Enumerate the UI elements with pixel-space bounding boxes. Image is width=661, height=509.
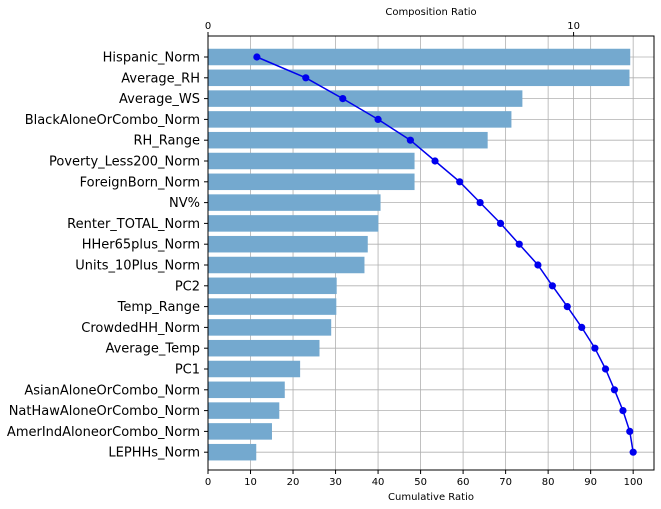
category-label: PC1 [175,363,200,378]
bar [208,194,381,211]
bar [208,131,488,149]
cumulative-point [515,240,523,248]
category-label: RH_Range [133,134,200,149]
bar [208,69,630,87]
bar [208,381,285,399]
bottom-tick-label: 20 [287,477,300,488]
category-label: HHer65plus_Norm [82,238,200,253]
cumulative-point [496,219,505,227]
bar [208,90,523,107]
bottom-tick-label: 90 [584,477,597,488]
cumulative-point [302,74,310,82]
cumulative-point [456,178,464,186]
category-label: BlackAloneOrCombo_Norm [25,113,200,128]
bottom-tick-label: 0 [205,477,211,488]
bar [208,256,365,274]
top-axis-title: Composition Ratio [385,7,476,18]
cumulative-point [591,344,599,352]
cumulative-point [374,115,382,123]
cumulative-line-series [253,53,637,456]
bar [208,339,320,357]
cumulative-point [563,303,571,311]
category-labels: Hispanic_Norm Average_RH Average_WS BlackAl… [7,51,208,461]
top-tick-label: 0 [205,21,211,32]
cumulative-point [253,53,261,61]
bottom-tick-label: 30 [329,477,342,488]
category-label: ForeignBorn_Norm [80,175,200,190]
cumulative-point [431,157,439,165]
bar [208,215,379,232]
bar [208,152,415,170]
category-label: LEPHHs_Norm [108,446,200,461]
category-label: Hispanic_Norm [103,51,200,66]
bar [208,402,280,419]
bar [208,360,301,378]
category-label: Renter_TOTAL_Norm [67,217,200,232]
bottom-tick-label: 60 [457,477,470,488]
bottom-tick-label: 10 [244,477,257,488]
cumulative-point [626,427,634,435]
bottom-tick-label: 80 [542,477,555,488]
cumulative-point [548,282,556,290]
cumulative-point [476,199,484,207]
category-label: Average_RH [121,71,200,86]
cumulative-point [406,136,414,144]
bottom-tick-label: 100 [624,477,643,488]
cumulative-point [578,323,586,331]
bar [208,277,337,295]
bar [208,319,332,336]
bar [208,48,631,66]
category-label: CrowdedHH_Norm [81,321,200,336]
bar [208,111,512,128]
category-label: Units_10Plus_Norm [75,259,200,274]
bottom-tick-label: 40 [372,477,385,488]
bar [208,443,257,461]
category-label: Average_WS [119,92,200,107]
bottom-tick-label: 50 [414,477,427,488]
bar [208,235,368,253]
bottom-tick-label: 70 [499,477,512,488]
plot-frame [207,35,655,471]
bottom-axis-title: Cumulative Ratio [388,492,474,503]
cumulative-point [534,261,542,269]
category-label: NatHawAloneOrCombo_Norm [9,404,200,419]
category-label: PC2 [175,279,200,294]
cumulative-point [339,95,347,103]
category-label: Poverty_Less200_Norm [49,155,200,170]
cumulative-point [610,386,619,394]
category-label: Temp_Range [117,300,200,315]
bar [208,173,415,191]
bar [208,298,337,315]
category-label: Average_Temp [105,342,200,357]
top-tick-label: 10 [567,21,580,32]
cumulative-point [629,448,637,456]
category-label: AsianAloneOrCombo_Norm [24,383,200,398]
bar [208,423,272,440]
bottom-axis-ticks: 0 10 20 30 40 50 60 70 80 90 100 [205,470,643,488]
cumulative-point [601,365,610,373]
top-axis-ticks: 0 10 [205,21,580,36]
cumulative-point [619,407,627,415]
cumulative-line [256,56,634,453]
category-label: AmerIndAloneorCombo_Norm [7,425,200,440]
category-label: NV% [169,196,200,211]
